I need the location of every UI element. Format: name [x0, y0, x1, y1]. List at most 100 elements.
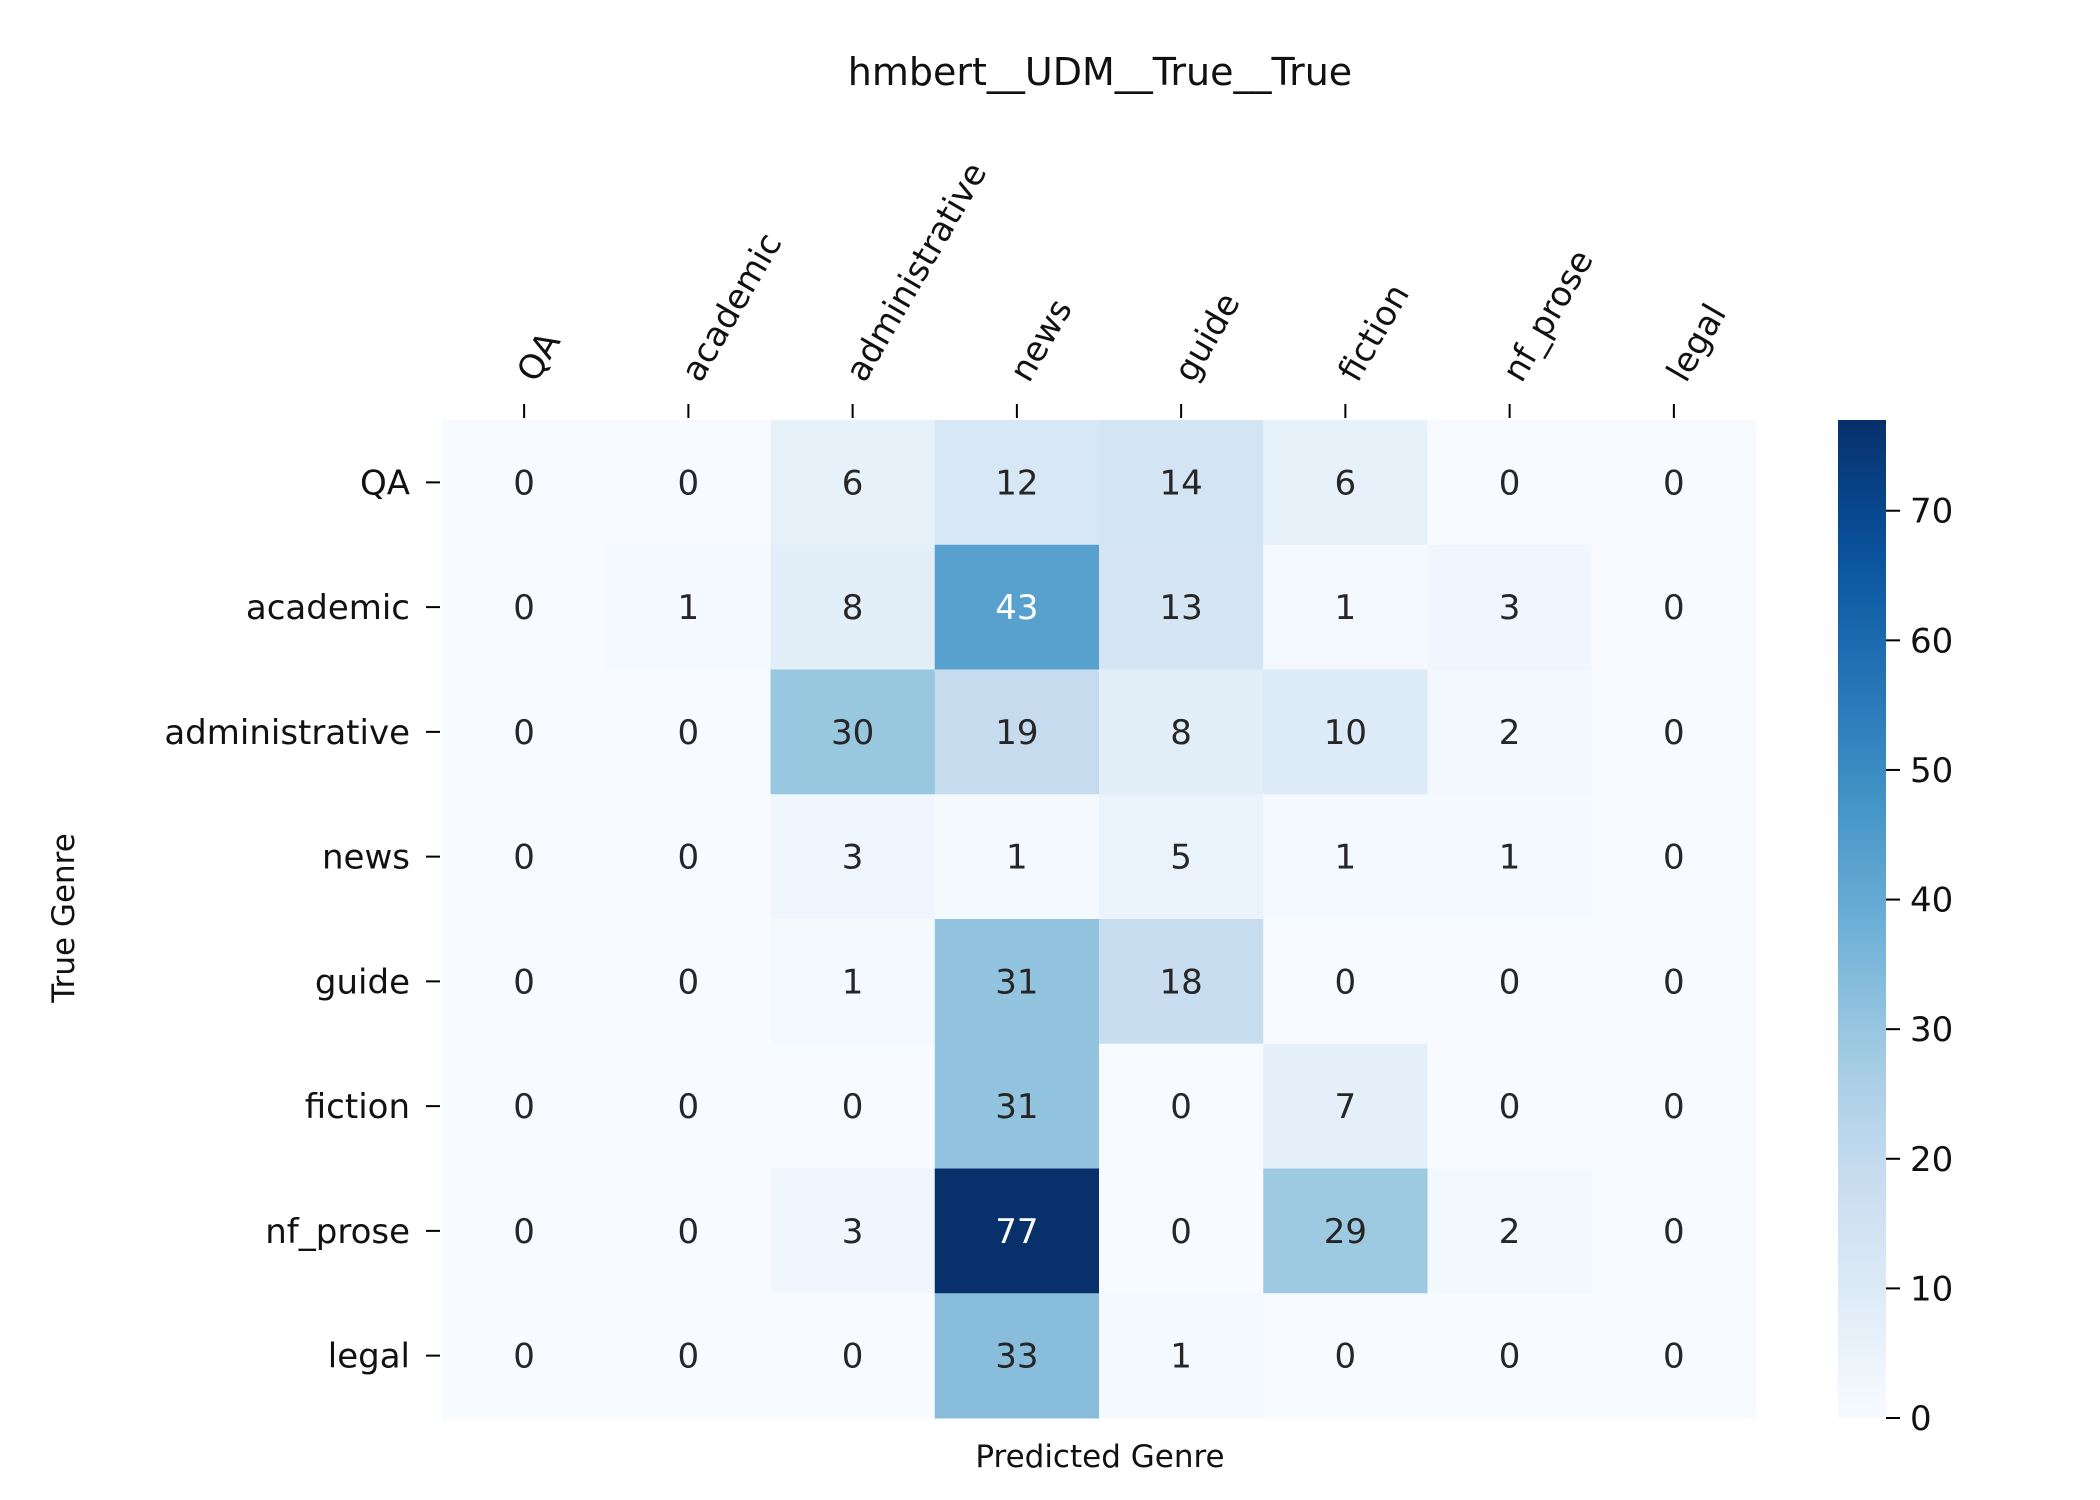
cell-value-label: 0 [678, 713, 700, 753]
heatmap-cell [606, 544, 771, 670]
heatmap-cell [1263, 794, 1428, 920]
colorbar-tick-label: 10 [1910, 1269, 1953, 1309]
colorbar-tick-label: 60 [1910, 621, 1953, 661]
cell-value-label: 3 [842, 1212, 864, 1252]
x-tick-label: academic [674, 226, 791, 388]
heatmap-cell [934, 1293, 1100, 1419]
cell-value-label: 2 [1499, 1212, 1521, 1252]
heatmap-cell [606, 1293, 771, 1419]
heatmap-cell [1427, 1168, 1593, 1294]
cell-value-label: 1 [1335, 838, 1357, 878]
cell-value-label: 77 [995, 1212, 1038, 1252]
heatmap-cell [1427, 544, 1593, 670]
heatmap-cell [1263, 544, 1428, 670]
cell-value-label: 7 [1335, 1087, 1357, 1127]
heatmap-cell [1263, 1293, 1428, 1419]
cell-value-label: 0 [1499, 1087, 1521, 1127]
heatmap-cell [1591, 1293, 1757, 1419]
heatmap-cell [934, 544, 1100, 670]
x-tick-label: legal [1659, 297, 1735, 388]
heatmap-cell [1099, 794, 1264, 920]
heatmap-cell [442, 1043, 607, 1169]
y-tick-label: news [322, 838, 410, 878]
cell-value-label: 10 [1324, 713, 1367, 753]
cell-value-label: 33 [995, 1337, 1038, 1377]
x-tick-label: guide [1166, 286, 1248, 388]
cell-value-label: 0 [842, 1087, 864, 1127]
y-axis-ticks: QA academic administrative news guide fiction… [164, 463, 440, 1377]
heatmap-cell [442, 794, 607, 920]
cell-value-label: 1 [1335, 588, 1357, 628]
cell-value-label: 13 [1159, 588, 1202, 628]
cell-value-label: 0 [1663, 838, 1685, 878]
heatmap-cell [606, 669, 771, 795]
heatmap-cell [770, 794, 936, 920]
heatmap-cell [770, 919, 936, 1045]
heatmap-cell [770, 420, 936, 546]
cell-value-label: 0 [513, 1337, 535, 1377]
cell-value-label: 31 [995, 962, 1038, 1002]
colorbar: 0 10 20 30 40 50 60 70 [1838, 420, 1953, 1439]
y-tick-label: administrative [164, 713, 410, 753]
cell-value-label: 14 [1159, 463, 1202, 503]
heatmap-cell [606, 1168, 771, 1294]
heatmap-cell [1427, 794, 1593, 920]
cell-value-label: 0 [513, 1087, 535, 1127]
cell-value-label: 8 [1170, 713, 1192, 753]
colorbar-tick-label: 0 [1910, 1399, 1932, 1439]
y-axis-label: True Genre [46, 833, 82, 1004]
heatmap-cell [1591, 1043, 1757, 1169]
heatmap-cell [606, 420, 771, 546]
heatmap-cell [606, 1043, 771, 1169]
cell-value-label: 1 [1170, 1337, 1192, 1377]
cell-value-label: 0 [1663, 463, 1685, 503]
cell-value-label: 0 [1663, 1087, 1685, 1127]
heatmap-cell [1591, 1168, 1757, 1294]
x-tick-label: nf_prose [1495, 243, 1602, 388]
heatmap-cell [442, 544, 607, 670]
heatmap-cell [1591, 420, 1757, 546]
cell-value-label: 0 [1663, 713, 1685, 753]
heatmap-cell [442, 919, 607, 1045]
y-tick-label: QA [360, 463, 410, 503]
colorbar-tick-label: 30 [1910, 1010, 1953, 1050]
cell-value-label: 12 [995, 463, 1038, 503]
colorbar-tick-label: 70 [1910, 492, 1953, 532]
heatmap-cells [442, 420, 1757, 1419]
heatmap-cell [770, 669, 936, 795]
cell-value-label: 8 [842, 588, 864, 628]
cell-value-label: 0 [513, 588, 535, 628]
heatmap-cell [934, 420, 1100, 546]
cell-value-label: 0 [678, 1212, 700, 1252]
cell-value-label: 3 [842, 838, 864, 878]
heatmap-cell [442, 1168, 607, 1294]
heatmap-cell [1263, 1168, 1428, 1294]
y-tick-label: nf_prose [265, 1212, 410, 1252]
x-tick-label: administrative [838, 156, 995, 389]
cell-value-label: 6 [1335, 463, 1357, 503]
heatmap-cell [442, 1293, 607, 1419]
cell-value-label: 0 [1335, 1337, 1357, 1377]
heatmap-cell [1099, 1168, 1264, 1294]
cell-value-label: 0 [1170, 1212, 1192, 1252]
heatmap-cell [770, 1168, 936, 1294]
cell-value-label: 0 [513, 713, 535, 753]
cell-value-label: 0 [678, 463, 700, 503]
cell-value-label: 0 [513, 838, 535, 878]
heatmap-cell [1099, 919, 1264, 1045]
cell-value-label: 6 [842, 463, 864, 503]
heatmap-cell [442, 420, 607, 546]
y-tick-label: legal [328, 1337, 410, 1377]
colorbar-tick-label: 40 [1910, 881, 1953, 921]
colorbar-tick-label: 20 [1910, 1140, 1953, 1180]
x-tick-label: fiction [1331, 277, 1418, 388]
cell-value-label: 0 [678, 962, 700, 1002]
cell-value-label: 0 [513, 962, 535, 1002]
heatmap-cell [934, 794, 1100, 920]
cell-value-label: 0 [1663, 1212, 1685, 1252]
heatmap-cell [606, 794, 771, 920]
heatmap-cell [1427, 420, 1593, 546]
heatmap-cell [770, 544, 936, 670]
cell-value-label: 0 [513, 463, 535, 503]
cell-value-label: 0 [513, 1212, 535, 1252]
